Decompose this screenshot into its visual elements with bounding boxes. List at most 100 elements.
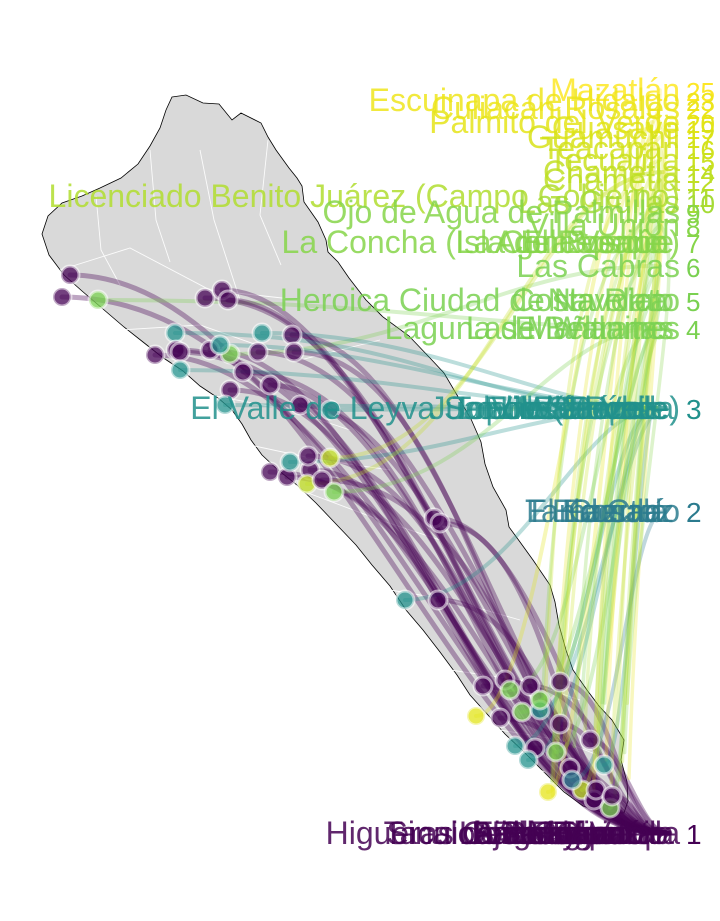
- rank-locality-label: Chametla: [543, 162, 680, 198]
- locality-point: [279, 451, 301, 473]
- rank-locality-label: Villa Unión: [528, 207, 680, 243]
- rank-number-label: 19: [686, 115, 715, 145]
- locality-point: [394, 589, 416, 611]
- locality-point: [465, 705, 487, 727]
- rank-locality-label: Tacuichamona: [384, 815, 591, 851]
- rank-locality-label: Las Mañanitas: [466, 310, 674, 346]
- flow-line: [497, 715, 666, 836]
- locality-point: [232, 361, 254, 383]
- rank-locality-label: Mocorito: [527, 815, 650, 851]
- flow-line: [319, 477, 669, 836]
- locality-point: [169, 341, 191, 363]
- flow-line: [602, 240, 662, 705]
- locality-point: [281, 324, 303, 346]
- rank-locality-label: Laguna de Beltranes: [385, 310, 680, 346]
- flow-line: [553, 194, 662, 788]
- flow-line: [609, 170, 664, 785]
- rank-locality-label: Agua Verde: [495, 224, 662, 260]
- rank-locality-label: Palmito del Verde: [429, 104, 680, 140]
- rank-locality-label: El Rosario: [520, 224, 668, 260]
- rank-number-label: 4: [686, 315, 700, 345]
- rank-locality-label: La Concha (La Concepción): [282, 224, 680, 260]
- flow-line: [513, 406, 659, 748]
- flow-line: [625, 146, 665, 705]
- flow-line: [570, 509, 667, 782]
- locality-point: [297, 445, 319, 467]
- rank-locality-label: Juan José Ríos: [429, 390, 650, 426]
- rank-locality-label: La Cruz: [562, 493, 674, 529]
- rank-locality-label: Licenciado Benito Juárez (Campo Gobierno…: [49, 178, 680, 214]
- rank-locality-label: Topolobampo: [452, 390, 644, 426]
- locality-point: [549, 713, 571, 735]
- rank-locality-label: El Valle de Leyva Solano (El Valle): [190, 390, 680, 426]
- rank-locality-label: Teacapán: [541, 130, 680, 166]
- rank-locality-label: Las Grullas: [518, 184, 680, 220]
- locality-point: [323, 481, 345, 503]
- rank-locality-label: Eldorado: [552, 493, 680, 529]
- flow-line: [305, 170, 669, 486]
- locality-point: [517, 749, 539, 771]
- rank-locality-label: Villa Juárez: [491, 390, 656, 426]
- flow-line: [557, 721, 657, 836]
- flow-line: [562, 158, 662, 742]
- rank-number-label: 16: [686, 135, 715, 165]
- rank-number-label: 3: [686, 394, 702, 425]
- flow-line: [554, 326, 667, 754]
- locality-point: [499, 679, 521, 701]
- rank-locality-label: Badiraguato: [471, 815, 644, 851]
- rank-locality-label: Tamazula: [525, 493, 662, 529]
- rank-locality-label: La Reforma: [459, 815, 626, 851]
- flow-line: [288, 406, 666, 464]
- rank-number-label: 8: [686, 212, 700, 242]
- rank-locality-label: Cosalá: [568, 493, 668, 529]
- rank-number-label: 10: [686, 189, 715, 219]
- flow-line: [540, 210, 662, 715]
- locality-point: [504, 735, 526, 757]
- rank-locality-label: El Fuerte: [526, 493, 656, 529]
- rank-locality-label: Escuinapa: [531, 815, 681, 851]
- locality-point: [51, 286, 73, 308]
- locality-point: [529, 689, 551, 711]
- locality-point: [429, 512, 451, 534]
- flow-line: [620, 178, 664, 764]
- locality-point: [59, 264, 81, 286]
- flow-line: [583, 194, 662, 734]
- flow-line: [627, 120, 667, 781]
- locality-point: [214, 394, 236, 416]
- rank-number-label: 1: [686, 819, 702, 850]
- rank-locality-label: Higueras de Abuya: [326, 815, 597, 851]
- rank-locality-label: Culiacán Rosales: [431, 90, 680, 126]
- locality-point: [164, 322, 186, 344]
- rank-number-label: 22: [686, 95, 715, 125]
- rank-number-label: 15: [686, 147, 715, 177]
- locality-point: [519, 675, 541, 697]
- locality-points: [51, 264, 623, 819]
- rank-number-label: 23: [686, 87, 715, 117]
- flow-line: [67, 272, 666, 836]
- flow-line: [572, 223, 662, 749]
- flow-line: [587, 737, 669, 836]
- flow-line: [595, 210, 662, 765]
- locality-point: [87, 289, 109, 311]
- locality-point: [194, 287, 216, 309]
- locality-point: [549, 671, 571, 693]
- rank-locality-label: Angostura: [474, 815, 620, 851]
- locality-point: [579, 729, 601, 751]
- locality-point: [259, 374, 281, 396]
- flow-line: [328, 406, 662, 412]
- locality-point: [489, 707, 511, 729]
- locality-point: [283, 341, 305, 363]
- rank-locality-label: El Walamo: [514, 310, 668, 346]
- rank-locality-label: El Walamo: [484, 390, 638, 426]
- rank-locality-label: Choix: [556, 815, 638, 851]
- rank-number-label: 17: [686, 124, 715, 154]
- locality-point: [247, 341, 269, 363]
- rank-locality-label: Ejido El Varal: [472, 815, 662, 851]
- flow-line: [557, 679, 665, 836]
- rank-locality-label: Las Cabras: [516, 248, 680, 284]
- rank-locality-label: Lo de Sauceda: [459, 390, 675, 426]
- rank-locality-label: Escuinapa de Hidalgo: [369, 82, 680, 118]
- rank-locality-label: Guasave: [552, 110, 680, 146]
